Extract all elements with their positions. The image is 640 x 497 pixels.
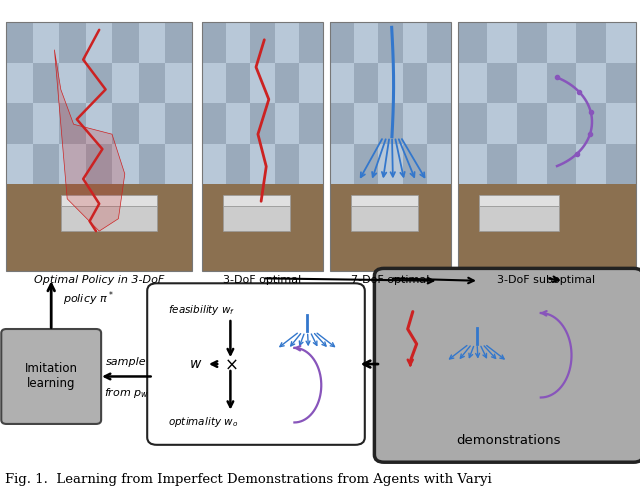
FancyBboxPatch shape <box>458 22 487 63</box>
FancyBboxPatch shape <box>61 206 157 231</box>
Text: optimality $w_o$: optimality $w_o$ <box>168 415 239 429</box>
FancyBboxPatch shape <box>275 63 299 103</box>
FancyBboxPatch shape <box>458 103 487 144</box>
FancyBboxPatch shape <box>576 22 606 63</box>
FancyBboxPatch shape <box>33 63 60 103</box>
FancyBboxPatch shape <box>6 184 192 271</box>
FancyBboxPatch shape <box>226 63 250 103</box>
FancyBboxPatch shape <box>517 22 547 63</box>
FancyBboxPatch shape <box>139 144 166 184</box>
Text: $w$: $w$ <box>189 357 202 371</box>
FancyBboxPatch shape <box>275 144 299 184</box>
Text: Fig. 1.  Learning from Imperfect Demonstrations from Agents with Varyi: Fig. 1. Learning from Imperfect Demonstr… <box>5 473 492 486</box>
FancyBboxPatch shape <box>547 63 576 103</box>
Text: policy $\pi^*$: policy $\pi^*$ <box>63 289 113 308</box>
FancyBboxPatch shape <box>223 195 290 206</box>
FancyBboxPatch shape <box>378 103 403 144</box>
FancyBboxPatch shape <box>517 103 547 144</box>
FancyBboxPatch shape <box>479 206 559 231</box>
FancyBboxPatch shape <box>606 63 636 103</box>
FancyBboxPatch shape <box>166 22 192 63</box>
FancyBboxPatch shape <box>299 103 323 144</box>
FancyBboxPatch shape <box>250 103 275 144</box>
FancyBboxPatch shape <box>330 22 354 63</box>
FancyBboxPatch shape <box>330 103 354 144</box>
FancyBboxPatch shape <box>479 195 559 206</box>
FancyBboxPatch shape <box>166 103 192 144</box>
FancyBboxPatch shape <box>458 22 636 184</box>
Text: demonstrations: demonstrations <box>456 434 561 447</box>
FancyBboxPatch shape <box>250 22 275 63</box>
Text: 3-DoF suboptimal: 3-DoF suboptimal <box>497 275 596 285</box>
FancyBboxPatch shape <box>403 144 427 184</box>
FancyBboxPatch shape <box>6 22 33 63</box>
FancyBboxPatch shape <box>113 22 139 63</box>
Text: from $p_w$: from $p_w$ <box>104 387 149 401</box>
FancyBboxPatch shape <box>487 63 517 103</box>
FancyBboxPatch shape <box>330 22 451 184</box>
Text: sample: sample <box>106 356 147 367</box>
FancyBboxPatch shape <box>299 22 323 63</box>
Text: 7-DoF optimal: 7-DoF optimal <box>351 275 429 285</box>
FancyBboxPatch shape <box>86 63 113 103</box>
FancyBboxPatch shape <box>113 103 139 144</box>
FancyBboxPatch shape <box>61 195 157 206</box>
FancyBboxPatch shape <box>354 144 378 184</box>
Text: Optimal Policy in 3-DoF: Optimal Policy in 3-DoF <box>34 275 164 285</box>
FancyBboxPatch shape <box>427 22 451 63</box>
FancyBboxPatch shape <box>226 144 250 184</box>
FancyBboxPatch shape <box>223 206 290 231</box>
FancyBboxPatch shape <box>606 144 636 184</box>
FancyBboxPatch shape <box>458 184 636 271</box>
FancyBboxPatch shape <box>547 144 576 184</box>
FancyBboxPatch shape <box>351 206 418 231</box>
FancyBboxPatch shape <box>202 22 323 184</box>
FancyBboxPatch shape <box>60 22 86 63</box>
FancyBboxPatch shape <box>330 184 451 271</box>
FancyBboxPatch shape <box>403 63 427 103</box>
FancyBboxPatch shape <box>86 144 113 184</box>
FancyBboxPatch shape <box>147 283 365 445</box>
FancyBboxPatch shape <box>202 22 226 63</box>
FancyBboxPatch shape <box>427 103 451 144</box>
FancyBboxPatch shape <box>354 63 378 103</box>
Text: $\times$: $\times$ <box>223 355 237 373</box>
FancyBboxPatch shape <box>378 22 403 63</box>
FancyBboxPatch shape <box>351 195 418 206</box>
FancyBboxPatch shape <box>139 63 166 103</box>
Text: 3-DoF optimal: 3-DoF optimal <box>223 275 301 285</box>
FancyBboxPatch shape <box>487 144 517 184</box>
FancyBboxPatch shape <box>6 103 33 144</box>
Polygon shape <box>54 50 125 231</box>
FancyBboxPatch shape <box>202 103 226 144</box>
Text: feasibility $w_f$: feasibility $w_f$ <box>168 303 236 317</box>
FancyBboxPatch shape <box>6 22 192 184</box>
FancyBboxPatch shape <box>1 329 101 424</box>
FancyBboxPatch shape <box>374 268 640 462</box>
FancyBboxPatch shape <box>576 103 606 144</box>
FancyBboxPatch shape <box>202 184 323 271</box>
Text: Imitation
learning: Imitation learning <box>25 362 77 391</box>
FancyBboxPatch shape <box>33 144 60 184</box>
FancyBboxPatch shape <box>60 103 86 144</box>
